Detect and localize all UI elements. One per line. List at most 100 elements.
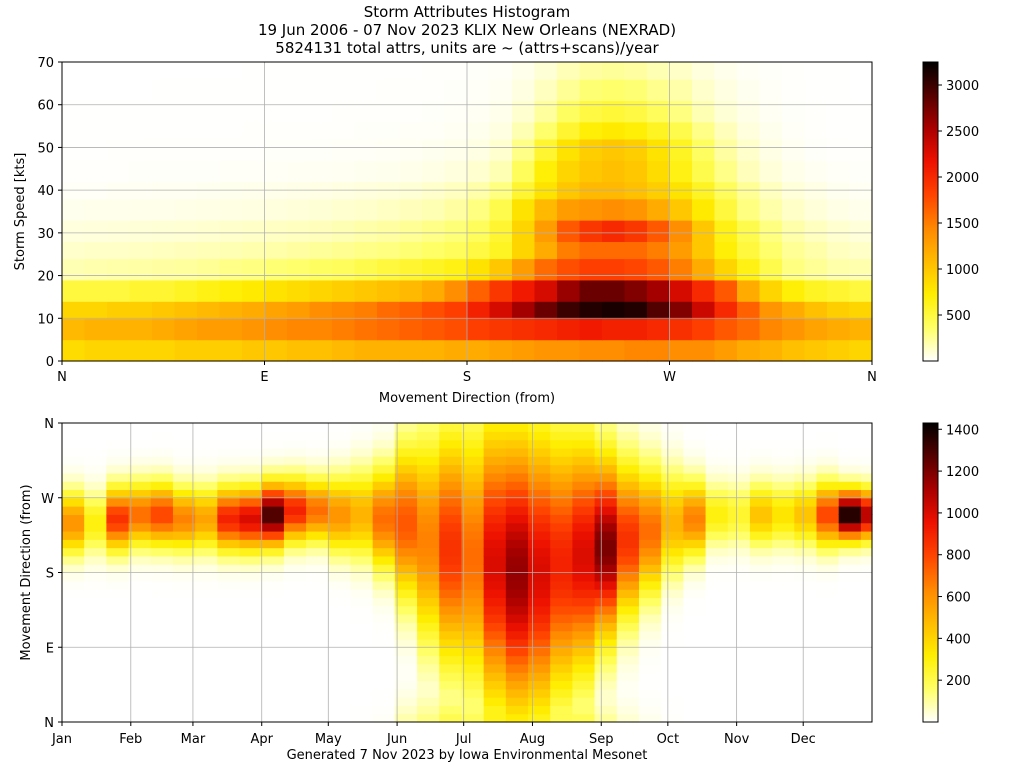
heatmap-cell <box>394 564 418 574</box>
heatmap-cell <box>816 514 840 524</box>
heatmap-cell <box>683 697 707 706</box>
heatmap-cell <box>422 301 446 319</box>
heatmap-cell <box>129 198 153 221</box>
heatmap-cell <box>638 705 662 715</box>
heatmap-cell <box>692 79 716 102</box>
heatmap-cell <box>195 497 218 507</box>
heatmap-cell <box>195 655 218 665</box>
heatmap-cell <box>669 301 693 319</box>
heatmap-cell <box>217 688 241 698</box>
heatmap-cell <box>749 647 773 657</box>
heatmap-cell <box>572 447 596 457</box>
heatmap-cell <box>152 279 176 302</box>
heatmap-cell <box>860 481 873 491</box>
heatmap-cell <box>377 301 401 319</box>
heatmap-cell <box>727 655 751 665</box>
heatmap-cell <box>129 160 153 183</box>
heatmap-cell <box>534 100 558 123</box>
heatmap-cell <box>174 301 198 319</box>
heatmap-cell <box>550 597 574 607</box>
heatmap-cell <box>714 258 738 281</box>
heatmap-cell <box>602 339 626 362</box>
heatmap-cell <box>749 472 773 482</box>
heatmap-cell <box>483 530 507 540</box>
heatmap-cell <box>399 241 423 260</box>
heatmap-cell <box>107 100 131 123</box>
heatmap-cell <box>332 138 356 161</box>
heatmap-cell <box>661 713 684 723</box>
heatmap-cell <box>794 638 818 648</box>
heatmap-cell <box>772 530 795 540</box>
heatmap-cell <box>860 655 873 665</box>
heatmap-cell <box>534 241 558 260</box>
heatmap-cell <box>572 705 596 715</box>
heatmap-cell <box>772 472 795 482</box>
heatmap-cell <box>692 160 716 183</box>
heatmap-cell <box>661 647 684 657</box>
heatmap-cell <box>328 713 352 723</box>
heatmap-cell <box>727 481 751 491</box>
heatmap-cell <box>860 472 873 482</box>
heatmap-cell <box>350 506 374 515</box>
heatmap-cell <box>350 614 374 623</box>
heatmap-cell <box>860 547 873 557</box>
heatmap-cell <box>306 647 329 657</box>
heatmap-cell <box>528 688 551 698</box>
heatmap-cell <box>219 318 243 341</box>
heatmap-cell <box>84 589 107 599</box>
heatmap-cell <box>328 439 352 449</box>
heatmap-cell <box>638 447 662 457</box>
heatmap-cell <box>647 301 671 319</box>
heatmap-cell <box>84 160 108 183</box>
heatmap-cell <box>195 580 218 590</box>
heatmap-cell <box>439 605 463 615</box>
heatmap-cell <box>197 79 221 102</box>
heatmap-cell <box>594 555 618 565</box>
heatmap-cell <box>849 279 873 302</box>
colorbar-strip <box>922 61 939 362</box>
heatmap-cell <box>572 539 596 549</box>
heatmap-cell <box>616 572 640 582</box>
heatmap-cell <box>152 198 176 221</box>
heatmap-cell <box>838 572 862 582</box>
heatmap-cell <box>417 605 440 615</box>
heatmap-cell <box>838 597 862 607</box>
heatmap-cell <box>328 464 352 474</box>
heatmap-cell <box>669 121 693 140</box>
heatmap-cell <box>669 318 693 341</box>
heatmap-cell <box>62 555 85 565</box>
heatmap-cell <box>528 431 551 441</box>
heatmap-cell <box>439 439 463 449</box>
heatmap-cell <box>827 121 851 140</box>
heatmap-cell <box>794 555 818 565</box>
heatmap-cell <box>197 198 221 221</box>
heatmap-cell <box>461 622 485 632</box>
heatmap-cell <box>172 638 196 648</box>
heatmap-cell <box>705 580 729 590</box>
heatmap-cell <box>594 539 618 549</box>
heatmap-cell <box>661 705 684 715</box>
heatmap-cell <box>195 547 218 557</box>
y-tick-label: 60 <box>37 99 54 114</box>
heatmap-cell <box>550 589 574 599</box>
heatmap-cell <box>705 456 729 466</box>
heatmap-cell <box>219 279 243 302</box>
heatmap-cell <box>782 339 806 362</box>
heatmap-cell <box>572 680 596 690</box>
heatmap-cell <box>394 489 418 499</box>
heatmap-cell <box>328 580 352 590</box>
heatmap-cell <box>372 547 396 557</box>
heatmap-cell <box>394 713 418 723</box>
heatmap-cell <box>683 622 707 632</box>
heatmap-cell <box>838 489 862 499</box>
heatmap-cell <box>661 472 684 482</box>
heatmap-cell <box>461 630 485 640</box>
heatmap-cell <box>483 655 507 665</box>
heatmap-cell <box>219 301 243 319</box>
heatmap-cell <box>150 456 174 466</box>
heatmap-cell <box>772 680 795 690</box>
heatmap-cell <box>328 589 352 599</box>
heatmap-cell <box>727 614 751 623</box>
x-tick-label: Dec <box>791 732 816 747</box>
heatmap-cell <box>483 431 507 441</box>
